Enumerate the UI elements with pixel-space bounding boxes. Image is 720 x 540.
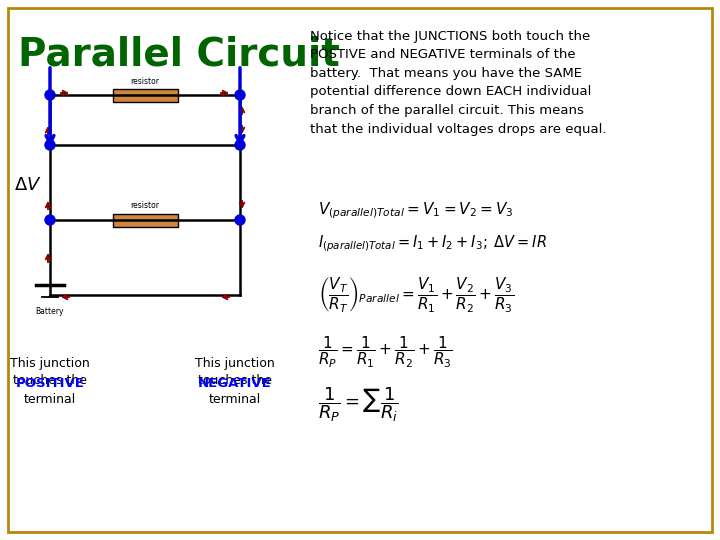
Bar xyxy=(112,213,178,226)
Bar xyxy=(112,89,178,102)
Text: $\left(\dfrac{V_T}{R_T}\right)_{Parallel} = \dfrac{V_1}{R_1} + \dfrac{V_2}{R_2} : $\left(\dfrac{V_T}{R_T}\right)_{Parallel… xyxy=(318,275,514,314)
Text: terminal: terminal xyxy=(24,393,76,406)
Circle shape xyxy=(45,90,55,100)
Text: This junction
touches the: This junction touches the xyxy=(195,357,275,387)
Circle shape xyxy=(45,215,55,225)
Text: $V_{(parallel)Total} = V_1 = V_2 = V_3$: $V_{(parallel)Total} = V_1 = V_2 = V_3$ xyxy=(318,200,513,221)
Text: $\dfrac{1}{R_P} = \sum \dfrac{1}{R_i}$: $\dfrac{1}{R_P} = \sum \dfrac{1}{R_i}$ xyxy=(318,385,399,424)
Circle shape xyxy=(235,90,245,100)
Text: Battery: Battery xyxy=(36,307,64,316)
Text: $\dfrac{1}{R_P} = \dfrac{1}{R_1} + \dfrac{1}{R_2} + \dfrac{1}{R_3}$: $\dfrac{1}{R_P} = \dfrac{1}{R_1} + \dfra… xyxy=(318,335,453,370)
Text: This junction
touches the: This junction touches the xyxy=(10,357,90,387)
Text: resistor: resistor xyxy=(130,77,160,85)
Text: POSITIVE: POSITIVE xyxy=(16,377,84,390)
Text: $I_{(parallel)Total} = I_1 + I_2 + I_3;\; \Delta V = IR$: $I_{(parallel)Total} = I_1 + I_2 + I_3;\… xyxy=(318,233,547,254)
Circle shape xyxy=(235,140,245,150)
Text: resistor: resistor xyxy=(130,201,160,211)
Circle shape xyxy=(45,140,55,150)
Text: Parallel Circuit: Parallel Circuit xyxy=(18,35,340,73)
Circle shape xyxy=(235,215,245,225)
Text: Notice that the JUNCTIONS both touch the
POSTIVE and NEGATIVE terminals of the
b: Notice that the JUNCTIONS both touch the… xyxy=(310,30,606,136)
Text: NEGATIVE: NEGATIVE xyxy=(198,377,272,390)
Text: terminal: terminal xyxy=(209,393,261,406)
Text: $\Delta V$: $\Delta V$ xyxy=(14,176,42,194)
